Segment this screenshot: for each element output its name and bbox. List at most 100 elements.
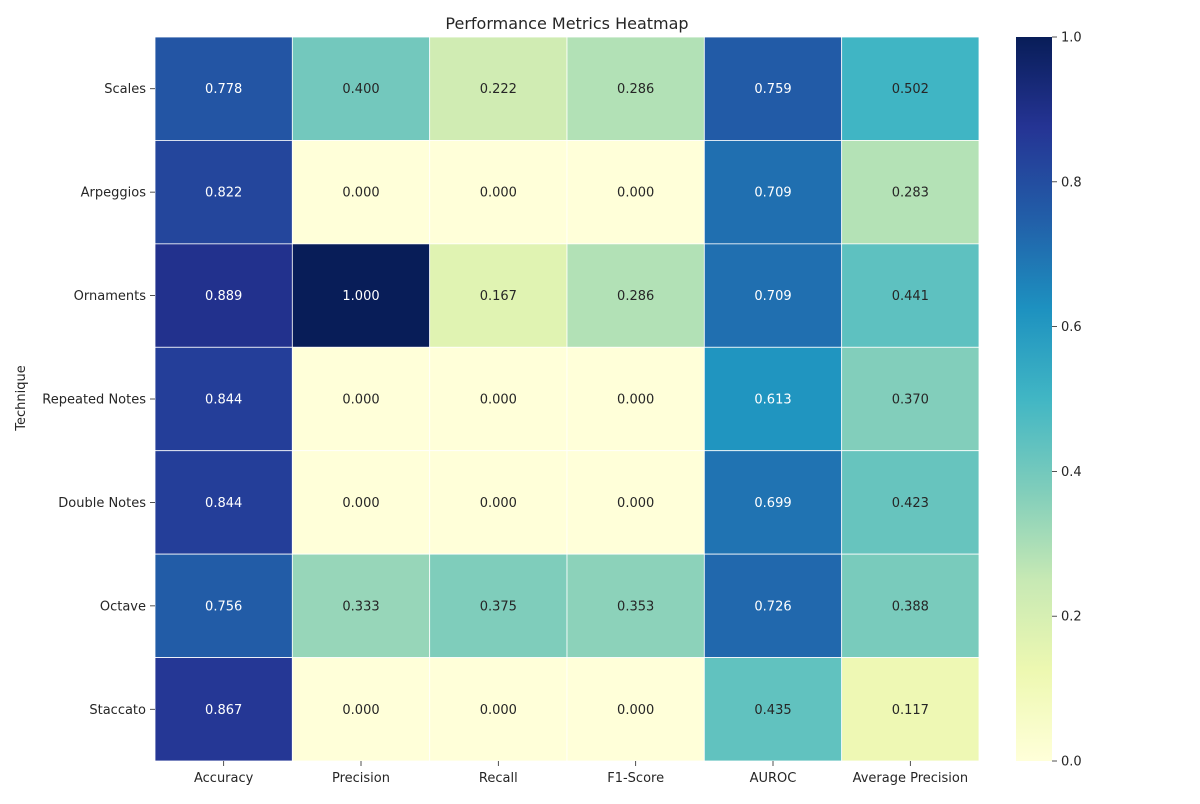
heatmap-cell <box>841 450 980 555</box>
heatmap-cell <box>154 346 293 452</box>
cell-value-label: 0.286 <box>617 82 654 97</box>
cell-value-label: 0.370 <box>892 393 929 408</box>
cell-value-label: 0.117 <box>892 703 929 718</box>
heatmap-cell <box>841 243 980 348</box>
heatmap-cell <box>566 346 705 452</box>
heatmap-cell <box>429 36 568 141</box>
y-tick-label: Repeated Notes <box>42 393 146 408</box>
x-tick-label: Precision <box>332 771 390 786</box>
cell-value-label: 0.375 <box>480 599 517 614</box>
colorbar-tick-label: 0.8 <box>1061 175 1082 190</box>
y-tick-label: Double Notes <box>58 496 146 511</box>
heatmap-cell <box>841 36 980 141</box>
heatmap-cell <box>703 346 843 452</box>
heatmap-cell <box>154 243 293 348</box>
cell-value-label: 0.000 <box>342 393 379 408</box>
cell-value-label: 0.709 <box>754 186 791 201</box>
colorbar-tick-label: 0.6 <box>1061 320 1082 335</box>
cell-value-label: 0.283 <box>892 186 929 201</box>
heatmap-cells <box>154 36 980 762</box>
heatmap-cell <box>566 36 705 141</box>
cell-value-label: 0.778 <box>205 82 242 97</box>
cell-value-label: 0.000 <box>480 186 517 201</box>
cell-value-label: 0.000 <box>617 186 654 201</box>
heatmap-cell <box>841 140 980 245</box>
heatmap-cell <box>566 243 705 348</box>
cell-value-label: 0.441 <box>892 289 929 304</box>
heatmap-cell <box>291 36 431 141</box>
cell-value-label: 0.699 <box>754 496 791 511</box>
colorbar <box>1016 37 1052 761</box>
heatmap-cell <box>566 553 705 658</box>
cell-value-label: 0.000 <box>480 703 517 718</box>
cell-value-label: 0.000 <box>342 496 379 511</box>
heatmap-cell <box>154 657 293 762</box>
heatmap-cell <box>566 657 705 762</box>
heatmap-cell <box>429 450 568 555</box>
heatmap-cell <box>703 36 843 141</box>
heatmap-cell <box>154 553 293 658</box>
cell-value-label: 0.726 <box>754 599 791 614</box>
cell-value-label: 0.867 <box>205 703 242 718</box>
cell-value-label: 0.844 <box>205 496 242 511</box>
cell-value-label: 0.613 <box>754 393 791 408</box>
y-tick-label: Octave <box>100 599 146 614</box>
x-axis-ticks: Accuracy Precision Recall F1-Score AUROC Aver… <box>194 761 968 786</box>
cell-value-label: 0.000 <box>342 703 379 718</box>
heatmap-cell <box>703 450 843 555</box>
cell-value-label: 0.423 <box>892 496 929 511</box>
cell-value-label: 0.709 <box>754 289 791 304</box>
y-tick-label: Ornaments <box>74 289 147 304</box>
heatmap-cell <box>429 657 568 762</box>
heatmap-cell <box>566 450 705 555</box>
cell-value-label: 0.333 <box>342 599 379 614</box>
cell-value-label: 0.000 <box>480 496 517 511</box>
y-axis-label: Technique <box>14 365 29 431</box>
cell-value-label: 0.756 <box>205 599 242 614</box>
cell-value-label: 1.000 <box>342 289 379 304</box>
cell-value-label: 0.000 <box>617 393 654 408</box>
cell-value-label: 0.222 <box>480 82 517 97</box>
colorbar-tick-label: 1.0 <box>1061 31 1082 46</box>
y-tick-label: Staccato <box>89 703 146 718</box>
cell-value-label: 0.167 <box>480 289 517 304</box>
heatmap-cell <box>841 346 980 452</box>
heatmap-cell <box>291 140 431 245</box>
y-tick-label: Scales <box>104 82 146 97</box>
heatmap-cell <box>291 657 431 762</box>
heatmap-cell <box>703 553 843 658</box>
cell-value-label: 0.000 <box>617 703 654 718</box>
cell-value-label: 0.000 <box>342 186 379 201</box>
colorbar-tick-label: 0.0 <box>1061 755 1082 770</box>
y-tick-label: Arpeggios <box>81 186 147 201</box>
cell-value-label: 0.502 <box>892 82 929 97</box>
colorbar-tick-label: 0.2 <box>1061 610 1082 625</box>
cell-value-label: 0.822 <box>205 186 242 201</box>
cell-value-label: 0.889 <box>205 289 242 304</box>
heatmap-cell <box>566 140 705 245</box>
heatmap-cell <box>291 243 431 348</box>
x-tick-label: Average Precision <box>853 771 969 786</box>
heatmap-cell <box>154 140 293 245</box>
cell-value-label: 0.000 <box>480 393 517 408</box>
x-tick-label: F1-Score <box>607 771 664 786</box>
heatmap-cell <box>429 243 568 348</box>
heatmap-cell <box>154 450 293 555</box>
heatmap-cell <box>703 243 843 348</box>
colorbar-ticks: 0.0 0.2 0.4 0.6 0.8 1.0 <box>1052 31 1082 770</box>
x-tick-label: AUROC <box>750 771 797 786</box>
colorbar-tick-label: 0.4 <box>1061 465 1082 480</box>
cell-value-label: 0.844 <box>205 393 242 408</box>
heatmap-cell <box>841 657 980 762</box>
cell-value-label: 0.000 <box>617 496 654 511</box>
heatmap-cell <box>841 553 980 658</box>
chart-title: Performance Metrics Heatmap <box>445 14 688 33</box>
cell-value-label: 0.759 <box>754 82 791 97</box>
cell-value-label: 0.388 <box>892 599 929 614</box>
cell-value-label: 0.400 <box>342 82 379 97</box>
y-axis-ticks: Scales Arpeggios Ornaments Repeated Notes Do… <box>42 82 155 718</box>
heatmap-cell-labels: 0.778 0.400 0.222 0.286 0.759 0.502 0.822 0.000… <box>205 82 929 718</box>
cell-value-label: 0.286 <box>617 289 654 304</box>
